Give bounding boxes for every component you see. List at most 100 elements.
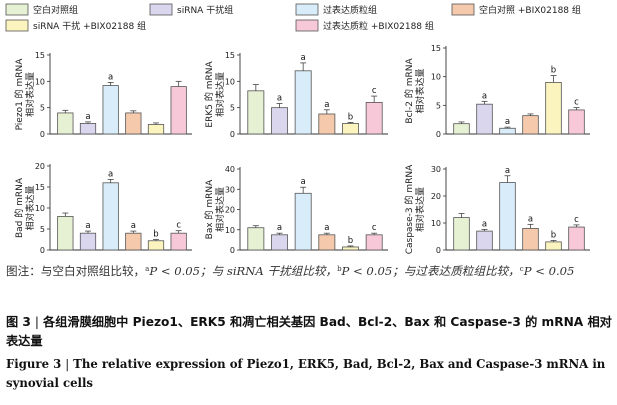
y-tick-label: 20 <box>431 192 441 201</box>
y-tick-label: 15 <box>431 44 441 53</box>
chart-panel-4: Bad 的 mRNA相对表达量 0 5 10 15 20 a a a b c <box>13 162 192 255</box>
y-axis-label: Bad 的 mRNA相对表达量 <box>13 177 36 238</box>
chart-panel-2: ERK5 的 mRNA相对表达量 0 5 10 15 a a a b c <box>203 51 388 139</box>
y-tick-label: 0 <box>40 246 45 255</box>
y-axis-label-line-1: Caspase-3 的 mRNA <box>403 164 415 254</box>
caption-english: Figure 3 | The relative expression of Piez… <box>6 355 612 393</box>
y-tick-label: 20 <box>225 206 235 215</box>
significance-label: a <box>85 112 90 122</box>
y-axis-label-line-1: Piezo1 的 mRNA <box>13 58 25 131</box>
bar-2 <box>79 232 97 251</box>
caption-cn-separator: | <box>34 315 40 329</box>
significance-label: c <box>372 86 377 96</box>
significance-label: a <box>482 219 487 229</box>
bar-1 <box>247 90 265 135</box>
bar-5 <box>545 241 562 251</box>
legend: 空白对照组 siRNA 干扰组 过表达质粒组 空白对照 +BIX02188 组 siRN… <box>5 3 581 32</box>
y-tick-label: 5 <box>230 104 235 113</box>
caption-en-separator: | <box>65 357 70 371</box>
caption-chinese: 图 3 | 各组滑膜细胞中 Piezo1、ERK5 和凋亡相关基因 Bad、Bcl-… <box>6 313 612 351</box>
legend-swatch-4 <box>451 3 475 16</box>
legend-swatch-3 <box>295 3 319 16</box>
y-axis-label-line-1: ERK5 的 mRNA <box>203 61 215 128</box>
significance-label: a <box>131 221 136 231</box>
significance-label: a <box>324 223 329 233</box>
y-axis-label-line-2: 相对表达量 <box>214 187 226 232</box>
y-tick-label: 40 <box>225 165 235 174</box>
significance-label: c <box>574 215 579 225</box>
bar-5 <box>342 123 359 135</box>
y-tick-label: 10 <box>35 77 45 86</box>
significance-label: c <box>176 221 181 231</box>
y-axis-label-line-2: 相对表达量 <box>24 185 36 230</box>
bar-4 <box>318 113 336 135</box>
significance-label: a <box>301 177 306 187</box>
y-tick-label: 10 <box>225 226 235 235</box>
bar-6 <box>170 86 187 135</box>
significance-label: a <box>324 100 329 110</box>
bar-6 <box>170 232 187 251</box>
legend-swatch-2 <box>149 3 173 16</box>
significance-label: a <box>301 53 306 63</box>
significance-label: b <box>348 112 353 122</box>
y-axis-label-line-2: 相对表达量 <box>214 72 226 117</box>
significance-label: c <box>574 98 579 108</box>
y-tick-label: 5 <box>436 101 441 110</box>
y-axis-label-line-2: 相对表达量 <box>24 72 36 117</box>
y-tick-label: 0 <box>436 246 441 255</box>
significance-label: a <box>108 72 113 82</box>
bar-2 <box>271 107 288 135</box>
y-tick-label: 20 <box>35 162 45 171</box>
legend-label-6: 过表达质粒 +BIX02188 组 <box>323 20 434 32</box>
bar-3 <box>294 70 312 135</box>
bar-6 <box>365 102 383 135</box>
bar-4 <box>318 234 336 251</box>
bar-6 <box>568 226 585 251</box>
bar-4 <box>125 232 142 251</box>
significance-label: a <box>505 117 510 127</box>
legend-label-4: 空白对照 +BIX02188 组 <box>479 4 581 16</box>
significance-label: a <box>108 169 113 179</box>
y-tick-label: 5 <box>40 104 45 113</box>
bar-6 <box>568 109 585 135</box>
bar-1 <box>247 227 265 251</box>
bar-4 <box>522 115 539 135</box>
chart-panel-1: Piezo1 的 mRNA相对表达量 0 5 10 15 a a <box>13 51 192 139</box>
bar-5 <box>147 124 165 135</box>
y-tick-label: 0 <box>230 130 235 139</box>
y-axis-label: Caspase-3 的 mRNA相对表达量 <box>403 164 426 254</box>
bar-5 <box>545 82 562 135</box>
bar-2 <box>476 103 493 135</box>
legend-label-2: siRNA 干扰组 <box>177 4 233 16</box>
bar-2 <box>271 234 288 251</box>
bar-3 <box>102 182 119 251</box>
significance-label: a <box>528 214 533 224</box>
chart-panel-6: Caspase-3 的 mRNA相对表达量 0 10 20 30 a a a b c <box>403 164 590 255</box>
legend-label-5: siRNA 干扰 +BIX02188 组 <box>33 20 146 32</box>
significance-label: b <box>551 66 556 76</box>
y-tick-label: 30 <box>431 165 441 174</box>
chart-panel-5: Bax 的 mRNA相对表达量 0 10 20 30 40 a a a b c <box>203 165 388 255</box>
y-tick-label: 0 <box>436 130 441 139</box>
bar-5 <box>342 246 359 251</box>
bar-3 <box>294 192 312 251</box>
y-tick-label: 15 <box>35 51 45 60</box>
caption-en-text: The relative expression of Piezo1, ERK5,… <box>6 357 606 390</box>
bar-1 <box>453 123 470 135</box>
y-tick-label: 10 <box>225 77 235 86</box>
bar-1 <box>57 112 74 135</box>
significance-label: a <box>85 221 90 231</box>
figure-panels: 空白对照组 siRNA 干扰组 过表达质粒组 空白对照 +BIX02188 组 siRN… <box>5 3 590 255</box>
y-tick-label: 0 <box>230 246 235 255</box>
y-axis-label: Piezo1 的 mRNA相对表达量 <box>13 58 36 131</box>
bar-6 <box>365 234 383 251</box>
figure-note: 图注：与空白对照组比较，aP < 0.05；与 siRNA 干扰组比较，bP <… <box>6 264 575 278</box>
y-tick-label: 15 <box>35 183 45 192</box>
significance-label: b <box>348 236 353 246</box>
y-axis-label-line-2: 相对表达量 <box>414 187 426 232</box>
bar-5 <box>147 240 165 251</box>
bar-3 <box>499 127 516 135</box>
significance-label: c <box>372 223 377 233</box>
bar-4 <box>125 112 142 135</box>
